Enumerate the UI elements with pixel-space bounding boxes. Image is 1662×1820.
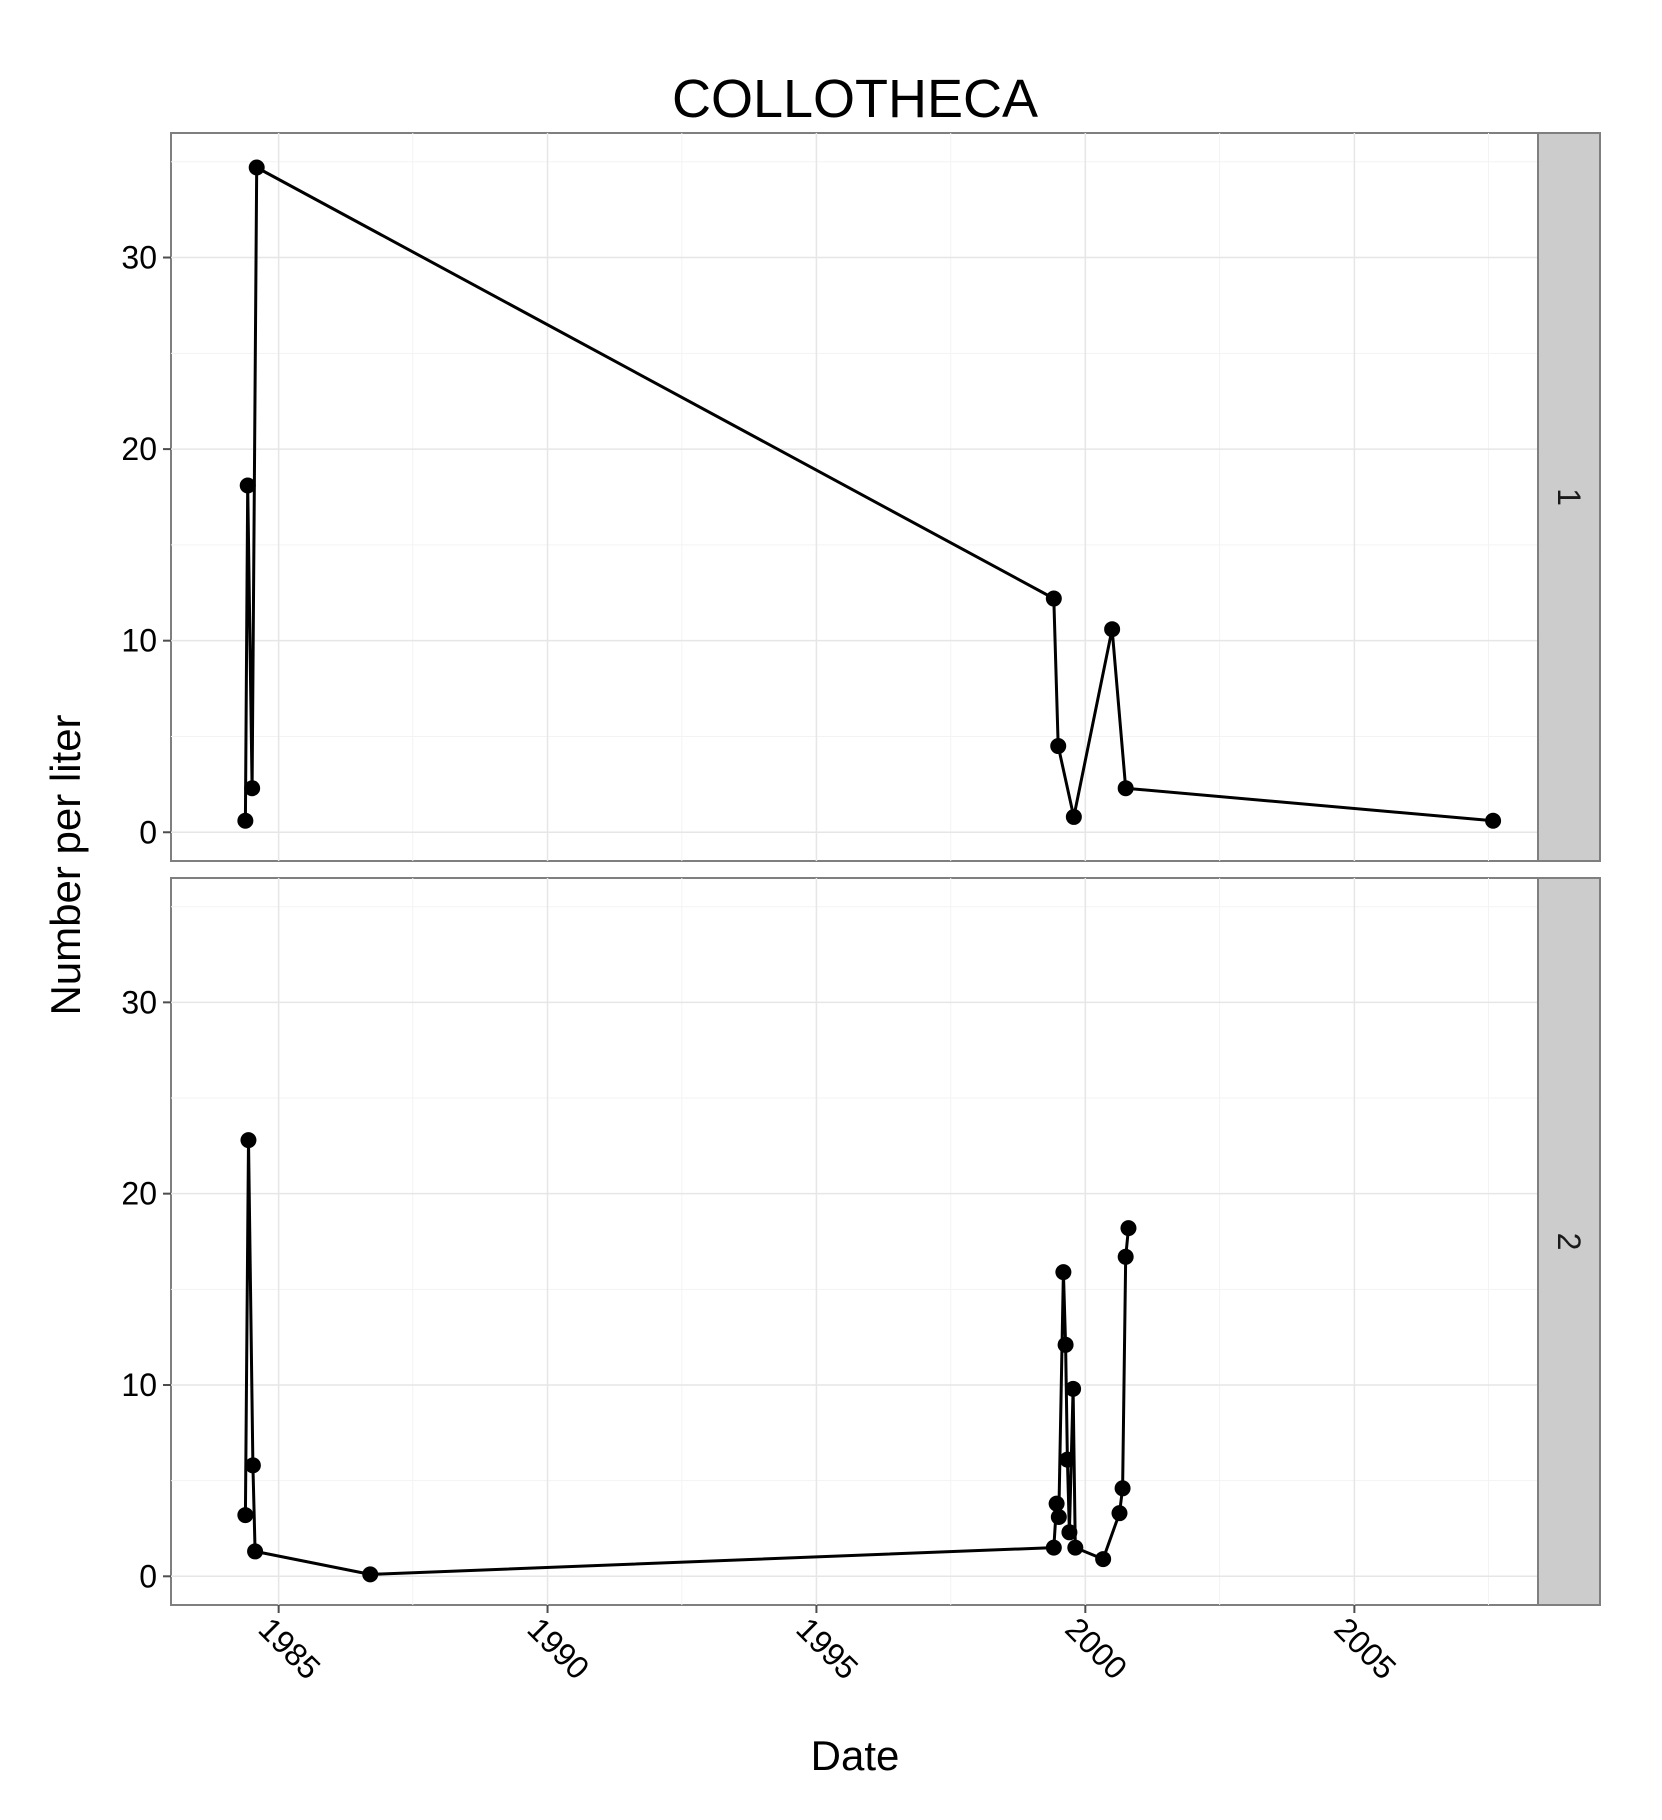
series-line <box>243 166 1494 823</box>
x-axis-title: Date <box>811 1732 900 1779</box>
data-point <box>1095 1551 1112 1568</box>
data-point <box>1111 1505 1128 1522</box>
data-point <box>244 780 261 797</box>
data-point <box>1050 1508 1067 1525</box>
x-tick-label: 2005 <box>1327 1610 1403 1686</box>
data-point <box>1104 621 1121 638</box>
data-point <box>362 1566 379 1583</box>
panel-background <box>170 132 1539 862</box>
data-point <box>248 159 265 176</box>
data-point <box>240 1132 257 1149</box>
data-point <box>1114 1480 1131 1497</box>
facet-strip <box>1537 132 1601 862</box>
y-axis-title: Number per liter <box>42 714 89 1015</box>
chart-title: COLLOTHECA <box>672 69 1038 129</box>
x-tick-label: 1995 <box>789 1610 865 1686</box>
data-point <box>1061 1524 1078 1541</box>
data-point <box>237 1507 254 1524</box>
data-point <box>1057 1336 1074 1353</box>
x-tick-label: 2000 <box>1058 1610 1134 1686</box>
x-tick-label: 1990 <box>521 1610 597 1686</box>
y-tick-label: 10 <box>121 1367 157 1403</box>
facet-panel-2: 0 10 20 30 2 <box>121 877 1601 1606</box>
data-point <box>1059 1451 1076 1468</box>
data-point <box>1045 590 1062 607</box>
data-point <box>247 1543 264 1560</box>
data-point <box>1050 738 1067 755</box>
facet-strip <box>1537 877 1601 1606</box>
facet-strip-label: 1 <box>1551 488 1587 506</box>
x-tick-label: 1985 <box>252 1610 328 1686</box>
y-tick-label: 0 <box>139 1558 157 1594</box>
data-point <box>244 1457 261 1474</box>
data-point <box>1485 812 1502 829</box>
data-point <box>1048 1495 1065 1512</box>
y-tick-label: 10 <box>121 623 157 659</box>
facet-panel-1: 0 10 20 30 1 <box>121 132 1601 862</box>
data-point <box>1065 808 1082 825</box>
y-tick-label: 30 <box>121 240 157 276</box>
data-point <box>1120 1220 1137 1237</box>
data-point <box>239 477 256 494</box>
data-point <box>237 812 254 829</box>
facet-strip-label: 2 <box>1551 1233 1587 1251</box>
data-point <box>1065 1380 1082 1397</box>
y-tick-label: 30 <box>121 984 157 1020</box>
y-tick-label: 20 <box>121 431 157 467</box>
data-point <box>1055 1264 1072 1281</box>
data-point <box>1045 1539 1062 1556</box>
y-tick-label: 20 <box>121 1176 157 1212</box>
data-point <box>1117 780 1134 797</box>
data-point <box>1067 1539 1084 1556</box>
panel-background <box>170 877 1539 1606</box>
x-axis: 1985 1990 1995 2000 2005 <box>252 1605 1403 1686</box>
y-tick-label: 0 <box>139 814 157 850</box>
data-point <box>1117 1248 1134 1265</box>
